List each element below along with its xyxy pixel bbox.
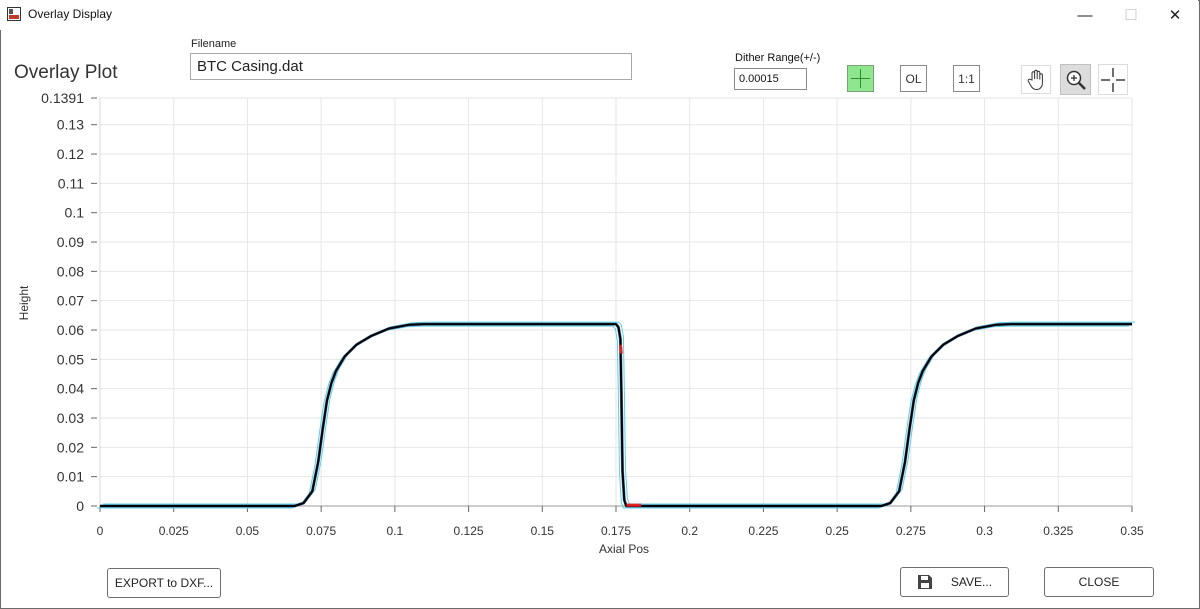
y-tick-label: 0.03 xyxy=(57,410,84,426)
y-tick-label: 0.06 xyxy=(57,322,84,338)
x-tick-label: 0.15 xyxy=(531,524,555,538)
x-tick-label: 0.1 xyxy=(387,524,404,538)
floppy-disk-icon xyxy=(917,575,932,589)
x-tick-label: 0.05 xyxy=(236,524,260,538)
x-tick-label: 0.325 xyxy=(1043,524,1073,538)
x-tick-label: 0.3 xyxy=(976,524,993,538)
y-tick-label: 0.07 xyxy=(57,293,84,309)
out-of-tolerance-marker xyxy=(618,344,623,354)
y-tick-label: 0.05 xyxy=(57,351,84,367)
x-tick-label: 0.2 xyxy=(681,524,698,538)
x-tick-label: 0.125 xyxy=(454,524,484,538)
pan-button[interactable] xyxy=(1021,65,1051,94)
plot-title: Overlay Plot xyxy=(14,62,118,83)
app-icon xyxy=(7,7,21,21)
y-tick-label: 0.12 xyxy=(57,146,84,162)
filename-field[interactable]: BTC Casing.dat xyxy=(190,53,632,80)
overlay-ol-button[interactable]: OL xyxy=(900,65,927,92)
y-tick-label: 0.11 xyxy=(58,175,84,191)
title-bar: Overlay Display — ☐ ✕ xyxy=(0,0,1198,30)
export-dxf-button[interactable]: EXPORT to DXF... xyxy=(107,568,221,598)
maximize-button: ☐ xyxy=(1124,7,1138,24)
window-close-button[interactable]: ✕ xyxy=(1168,7,1182,24)
x-tick-label: 0 xyxy=(97,524,104,538)
y-tick-label: 0.08 xyxy=(57,263,84,279)
dither-range-label: Dither Range(+/-) xyxy=(735,52,821,64)
cursor-button[interactable] xyxy=(1098,64,1128,95)
crosshair-plus-icon xyxy=(851,69,870,88)
y-tick-label: 0.02 xyxy=(57,439,84,455)
x-tick-label: 0.175 xyxy=(601,524,631,538)
close-button[interactable]: CLOSE xyxy=(1044,567,1154,597)
x-tick-label: 0.075 xyxy=(306,524,336,538)
x-tick-label: 0.225 xyxy=(748,524,778,538)
plot-series xyxy=(97,321,1135,509)
window-title: Overlay Display xyxy=(28,7,113,21)
y-tick-label: 0.09 xyxy=(57,234,84,250)
x-tick-label: 0.35 xyxy=(1120,524,1144,538)
y-tick-label: 0.1 xyxy=(65,205,85,221)
y-tick-label: 0.04 xyxy=(57,381,84,397)
y-tick-label: 0.13 xyxy=(57,117,84,133)
minimize-button[interactable]: — xyxy=(1077,6,1093,24)
y-tick-label: 0.01 xyxy=(57,469,84,485)
y-tick-label: 0.1391 xyxy=(41,90,84,106)
x-axis-label: Axial Pos xyxy=(599,542,649,556)
y-tick-label: 0 xyxy=(76,498,84,514)
x-tick-label: 0.275 xyxy=(896,524,926,538)
x-tick-label: 0.25 xyxy=(825,524,849,538)
crosshair-cursor-icon xyxy=(1101,67,1125,92)
save-button-label: SAVE... xyxy=(950,575,993,589)
nominal-profile-line xyxy=(100,323,1132,507)
plot-grid xyxy=(99,97,1133,507)
dither-range-input[interactable]: 0.00015 xyxy=(734,68,807,90)
zoom-in-icon xyxy=(1066,70,1086,90)
zoom-button[interactable] xyxy=(1060,64,1091,95)
crosshair-toggle-button[interactable] xyxy=(847,65,874,92)
plot-axes: 0 0.025 0.05 0.075 0.1 0.125 0.15 0.175 0.2 0.225… xyxy=(41,90,1144,538)
one-to-one-button[interactable]: 1:1 xyxy=(953,65,980,92)
hand-pan-icon xyxy=(1027,69,1043,90)
y-axis-label: Height xyxy=(17,285,31,320)
tolerance-lower-line xyxy=(97,325,1129,509)
save-button[interactable]: SAVE... xyxy=(900,567,1009,597)
x-tick-label: 0.025 xyxy=(159,524,189,538)
filename-label: Filename xyxy=(191,38,237,50)
